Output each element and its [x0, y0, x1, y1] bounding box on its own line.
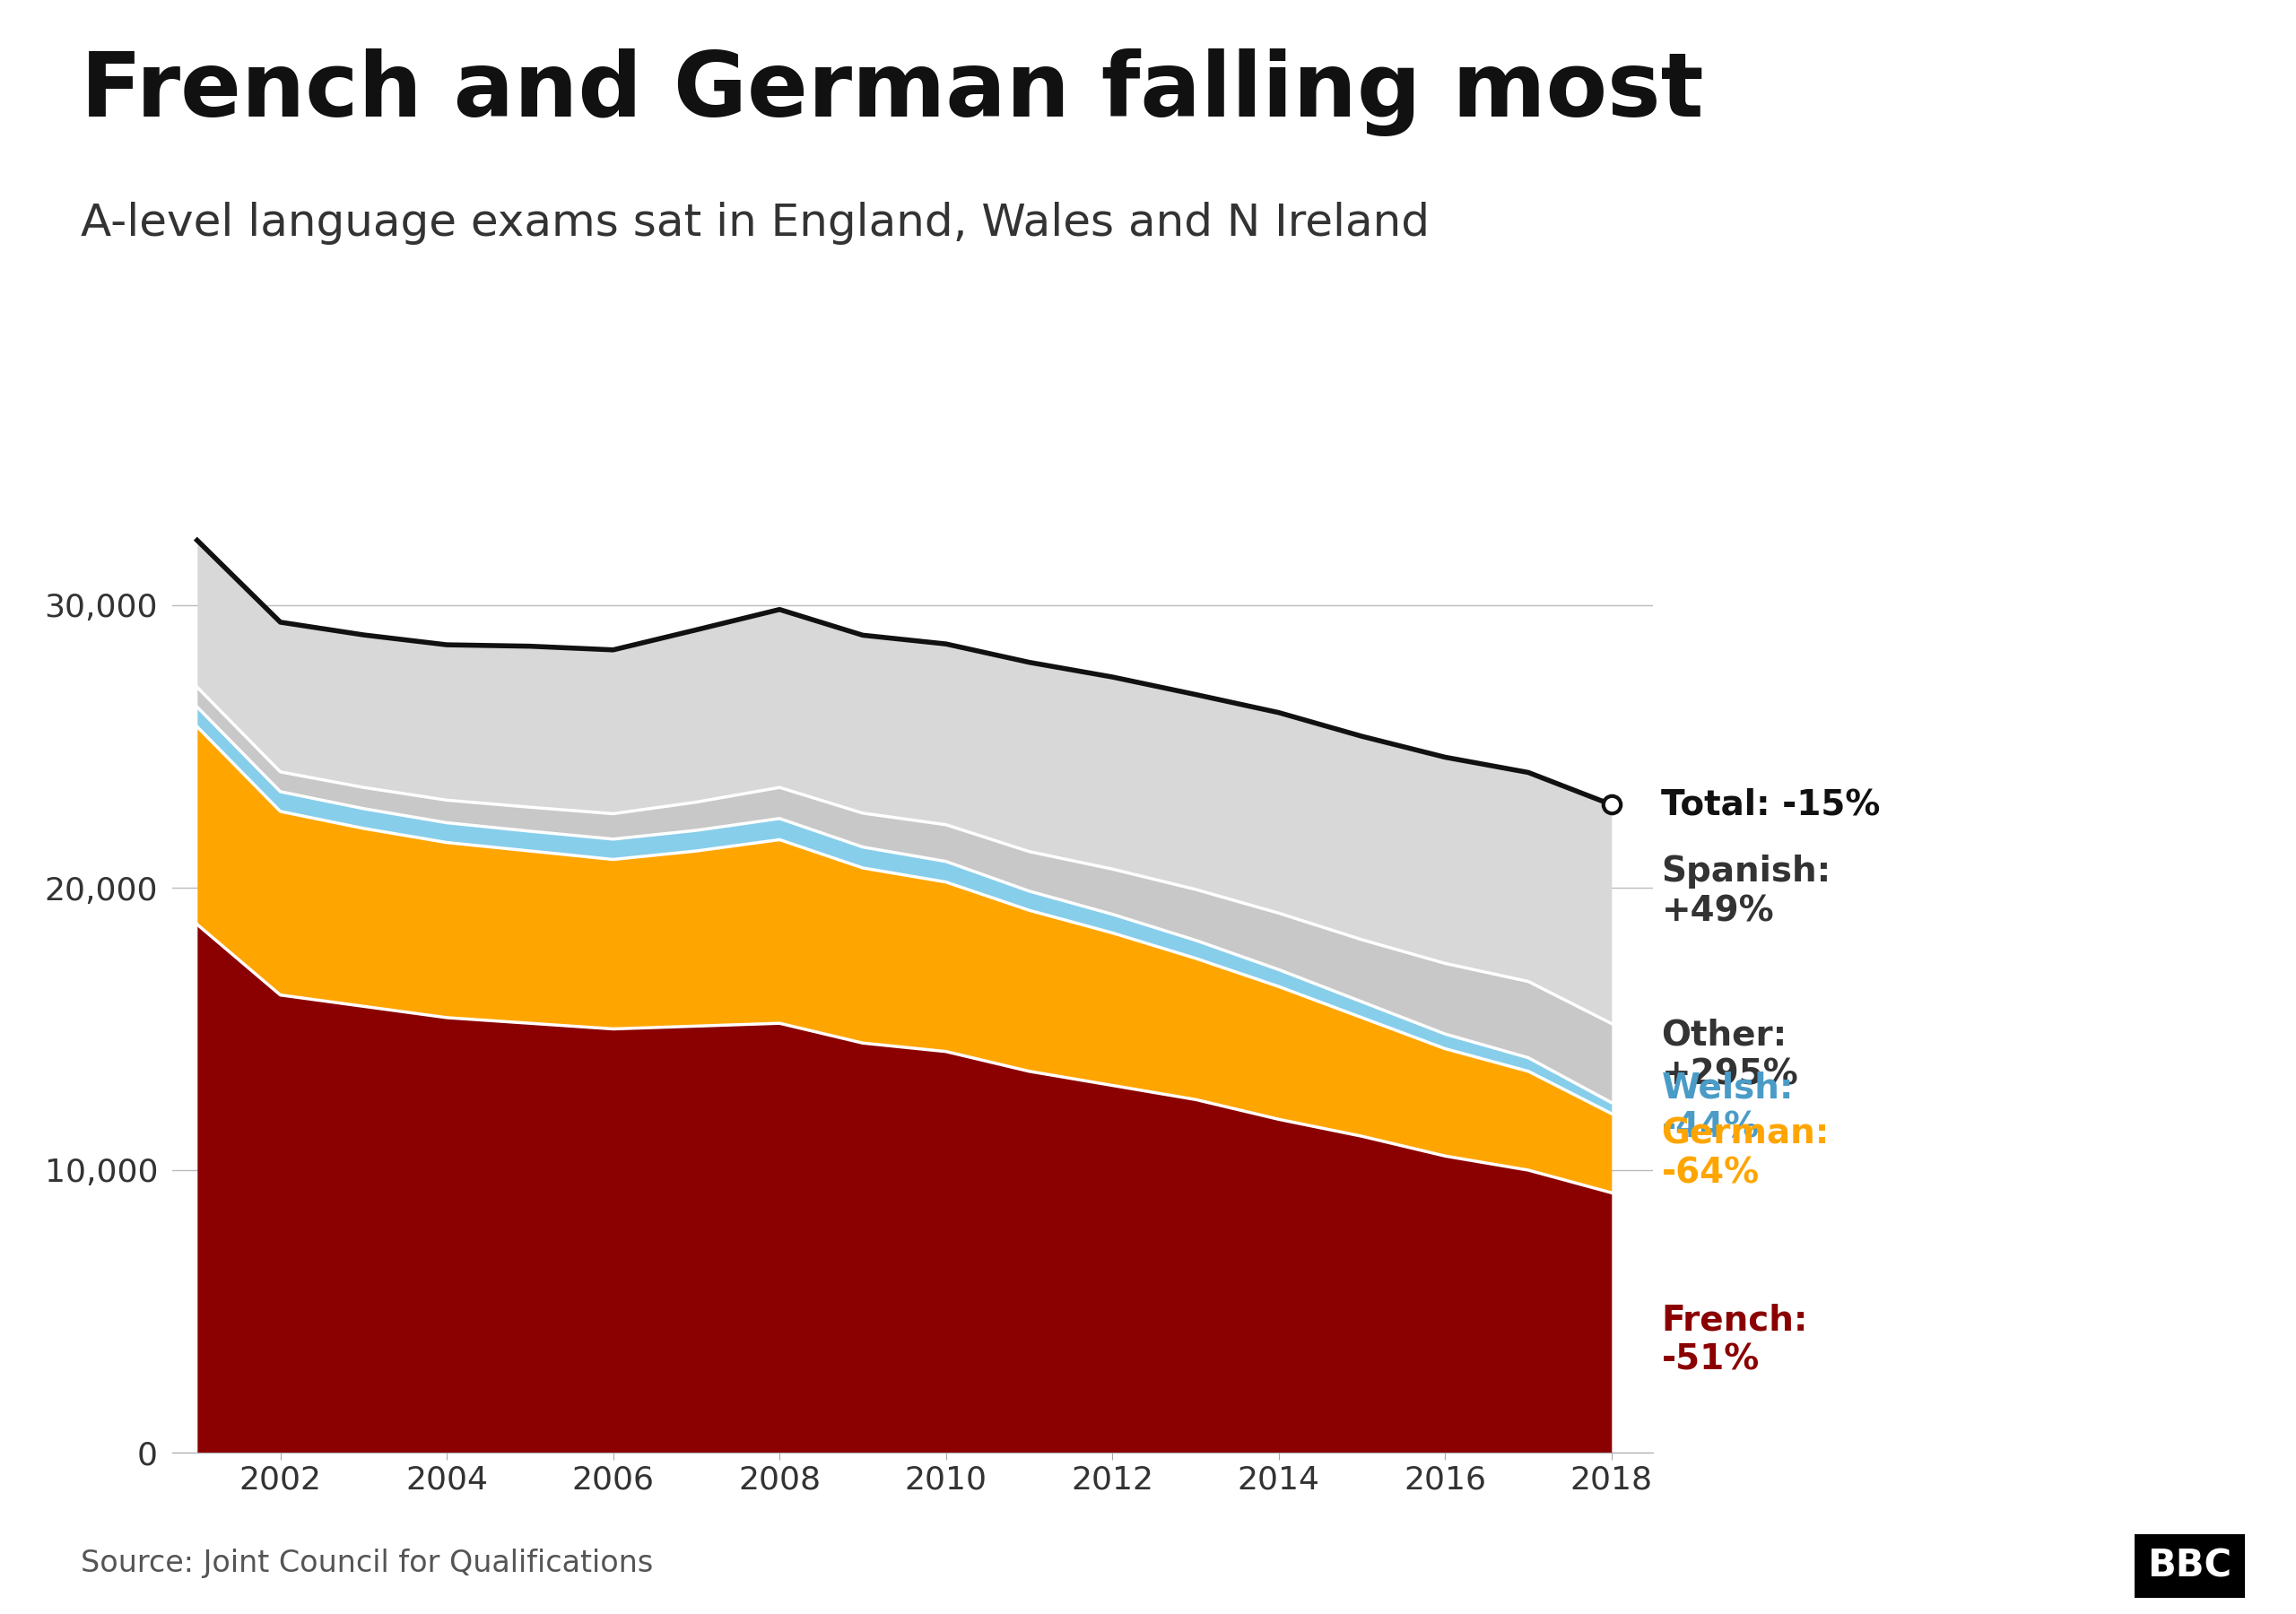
Text: Source: Joint Council for Qualifications: Source: Joint Council for Qualifications: [80, 1549, 652, 1578]
Text: French:
-51%: French: -51%: [1662, 1302, 1807, 1377]
Text: A-level language exams sat in England, Wales and N Ireland: A-level language exams sat in England, W…: [80, 202, 1428, 245]
Text: German:
-64%: German: -64%: [1662, 1117, 1830, 1190]
Text: BBC: BBC: [2147, 1548, 2232, 1585]
Text: Other:
+295%: Other: +295%: [1662, 1018, 1798, 1091]
Text: Welsh:
-44%: Welsh: -44%: [1662, 1072, 1793, 1144]
Text: Total: -15%: Total: -15%: [1662, 788, 1880, 822]
Text: French and German falling most: French and German falling most: [80, 48, 1704, 136]
Text: Spanish:
+49%: Spanish: +49%: [1662, 855, 1832, 928]
